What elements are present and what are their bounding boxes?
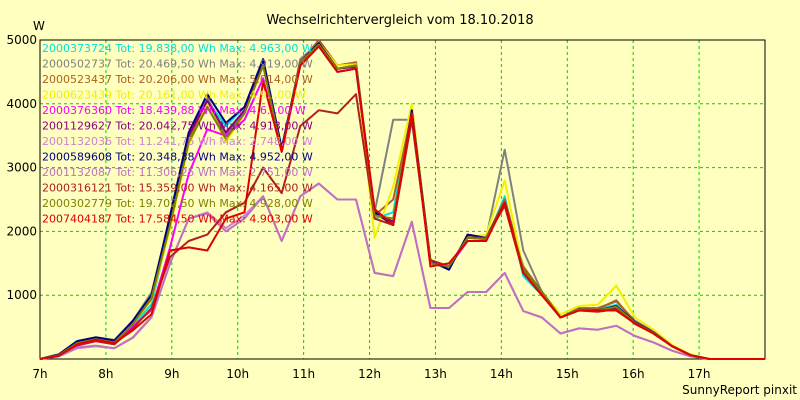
x-tick-label: 17h bbox=[688, 367, 711, 381]
y-tick-label: 2000 bbox=[6, 224, 37, 238]
footer-credit: SunnyReport pinxit bbox=[682, 383, 797, 397]
y-tick-label: 1000 bbox=[6, 288, 37, 302]
x-tick-label: 13h bbox=[424, 367, 447, 381]
y-tick-labels: 1000 2000 3000 4000 5000 bbox=[6, 33, 37, 302]
legend-entry: 2007404187 Tot: 17.584,50 Wh Max: 4.903,… bbox=[42, 213, 313, 226]
x-tick-labels: 7h 8h 9h 10h 11h 12h 13h 14h 15h 16h 17h bbox=[32, 367, 710, 381]
legend: 2000373724 Tot: 19.838,00 Wh Max: 4.963,… bbox=[42, 42, 313, 226]
x-tick-label: 8h bbox=[98, 367, 113, 381]
x-tick-label: 9h bbox=[164, 367, 179, 381]
legend-entry: 2001132087 Tot: 11.306,25 Wh Max: 2.751,… bbox=[42, 166, 313, 179]
y-tick-label: 3000 bbox=[6, 161, 37, 175]
legend-entry: 2000316121 Tot: 15.359,00 Wh Max: 4.165,… bbox=[42, 182, 313, 195]
x-tick-label: 12h bbox=[358, 367, 381, 381]
y-axis-unit: W bbox=[33, 19, 45, 33]
series-line-2007404187 bbox=[39, 45, 765, 360]
x-tick-label: 15h bbox=[556, 367, 579, 381]
plot-area bbox=[39, 39, 766, 360]
x-tick-label: 7h bbox=[32, 367, 47, 381]
legend-entry: 2000589608 Tot: 20.348,38 Wh Max: 4.952,… bbox=[42, 151, 313, 164]
series-lines bbox=[39, 39, 765, 360]
y-tick-label: 4000 bbox=[6, 97, 37, 111]
legend-entry: 2000623439 Tot: 20.161,00 Wh Max: 4.9..,… bbox=[42, 89, 306, 102]
chart-title: Wechselrichtervergleich vom 18.10.2018 bbox=[266, 13, 533, 28]
x-tick-label: 11h bbox=[292, 367, 315, 381]
legend-entry: 2000523437 Tot: 20.206,00 Wh Max: 5.014,… bbox=[42, 73, 313, 86]
legend-entry: 2001129627 Tot: 20.042,75 Wh Max: 4.913,… bbox=[42, 120, 313, 133]
legend-entry: 2000502737 Tot: 20.469,50 Wh Max: 4.919,… bbox=[42, 58, 313, 71]
legend-entry: 2000376360 Tot: 18.439,88 Wh Max: 4.6..,… bbox=[42, 104, 306, 117]
x-tick-label: 14h bbox=[490, 367, 513, 381]
x-tick-label: 16h bbox=[622, 367, 645, 381]
x-tick-label: 10h bbox=[226, 367, 249, 381]
y-tick-label: 5000 bbox=[6, 33, 37, 47]
legend-entry: 2000373724 Tot: 19.838,00 Wh Max: 4.963,… bbox=[42, 42, 313, 55]
legend-entry: 2001132036 Tot: 11.241,75 Wh Max: 2.748,… bbox=[42, 135, 313, 148]
series-line-2001132087 bbox=[39, 182, 765, 360]
legend-entry: 2000302779 Tot: 19.702,50 Wh Max: 4.928,… bbox=[42, 197, 313, 210]
